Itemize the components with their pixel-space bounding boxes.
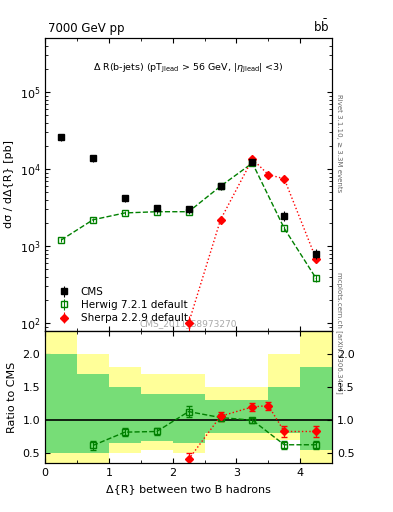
Text: $\Delta$ R(b-jets) (pT$_\mathregular{Jlead}$ > 56 GeV, |$\eta_\mathregular{Jlead: $\Delta$ R(b-jets) (pT$_\mathregular{Jle… bbox=[93, 62, 284, 75]
Text: CMS_2011_S8973270: CMS_2011_S8973270 bbox=[140, 318, 237, 328]
Text: mcplots.cern.ch [arXiv:1306.3436]: mcplots.cern.ch [arXiv:1306.3436] bbox=[336, 272, 343, 394]
Legend: CMS, Herwig 7.2.1 default, Sherpa 2.2.9 default: CMS, Herwig 7.2.1 default, Sherpa 2.2.9 … bbox=[50, 285, 190, 325]
Text: b$\bar{\rm b}$: b$\bar{\rm b}$ bbox=[313, 18, 329, 35]
X-axis label: Δ{R} between two B hadrons: Δ{R} between two B hadrons bbox=[106, 484, 271, 494]
Y-axis label: Ratio to CMS: Ratio to CMS bbox=[7, 361, 17, 433]
Text: Rivet 3.1.10, ≥ 3.3M events: Rivet 3.1.10, ≥ 3.3M events bbox=[336, 94, 342, 193]
Text: 7000 GeV pp: 7000 GeV pp bbox=[48, 22, 125, 35]
Y-axis label: dσ / dΔ{R} [pb]: dσ / dΔ{R} [pb] bbox=[4, 140, 14, 228]
